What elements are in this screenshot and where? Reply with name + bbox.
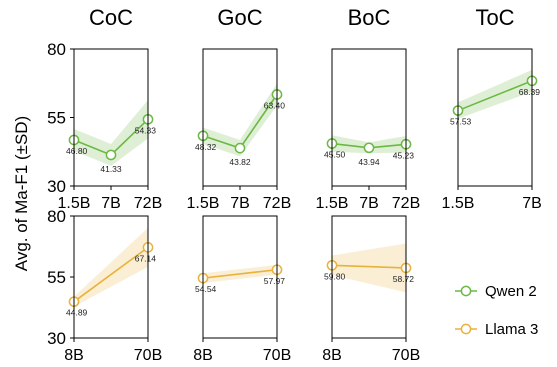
panel-4: 44.89 67.14 30 55 80 8B 70B — [47, 207, 162, 364]
data-label: 43.82 — [229, 157, 251, 167]
panel-title: ToC — [475, 5, 514, 30]
panel-1: GoC 48.32 43.82 63.40 1.5B 7B 72B — [187, 5, 292, 212]
data-point — [363, 142, 375, 154]
sd-band — [74, 100, 148, 166]
x-tick-label: 72B — [392, 195, 420, 212]
x-tick-label: 1.5B — [316, 195, 349, 212]
y-tick-label: 30 — [47, 177, 66, 196]
x-tick-label: 72B — [134, 195, 162, 212]
panel-frame — [457, 48, 533, 187]
y-tick-label: 55 — [47, 109, 66, 128]
data-label: 57.97 — [264, 276, 286, 286]
panel-frame — [202, 215, 278, 339]
data-label: 58.72 — [393, 274, 415, 284]
panel-0: CoC 46.80 41.33 54.33 30 55 80 1.5B 7B 72B — [47, 5, 162, 212]
x-tick-label: 70B — [134, 347, 162, 364]
data-label: 45.50 — [324, 150, 346, 160]
y-tick-label: 55 — [47, 268, 66, 287]
series-line — [457, 80, 533, 112]
x-tick-label: 8B — [193, 347, 213, 364]
data-label: 54.33 — [135, 125, 157, 135]
legend: Qwen 2 Llama 3 — [455, 283, 538, 338]
x-tick-label: 1.5B — [187, 195, 220, 212]
legend-label: Qwen 2 — [485, 283, 537, 300]
x-tick-label: 70B — [263, 347, 291, 364]
series-line — [73, 246, 149, 303]
legend-item: Llama 3 — [455, 321, 538, 338]
series-line — [331, 264, 407, 269]
y-tick-label: 80 — [47, 207, 66, 226]
legend-item: Qwen 2 — [455, 283, 537, 300]
y-axis-label: Avg. of Ma-F1 (±SD) — [12, 116, 31, 271]
panel-title: BoC — [348, 5, 391, 30]
data-point — [105, 149, 117, 161]
x-tick-label: 8B — [64, 347, 84, 364]
x-tick-label: 7B — [230, 195, 250, 212]
data-label: 57.53 — [450, 117, 472, 127]
sd-band — [332, 243, 406, 293]
data-label: 59.80 — [324, 271, 346, 281]
panel-6: 59.80 58.72 8B 70B — [322, 215, 420, 364]
x-tick-label: 1.5B — [58, 195, 91, 212]
x-tick-label: 7B — [522, 195, 542, 212]
y-tick-label: 30 — [47, 329, 66, 348]
data-label: 63.40 — [264, 100, 286, 110]
x-tick-label: 70B — [392, 347, 420, 364]
data-label: 45.23 — [393, 150, 415, 160]
panel-3: ToC 57.53 68.39 1.5B 7B — [442, 5, 542, 212]
panel-title: GoC — [217, 5, 262, 30]
x-tick-label: 1.5B — [442, 195, 475, 212]
legend-marker — [460, 285, 472, 297]
data-label: 68.39 — [519, 87, 541, 97]
data-point — [234, 142, 246, 154]
data-label: 67.14 — [135, 253, 157, 263]
y-tick-label: 80 — [47, 40, 66, 59]
legend-label: Llama 3 — [485, 321, 538, 338]
data-label: 54.54 — [195, 284, 217, 294]
panel-title: CoC — [89, 5, 133, 30]
panel-frame — [331, 215, 407, 339]
sd-band — [203, 83, 277, 157]
x-tick-label: 72B — [263, 195, 291, 212]
x-tick-label: 7B — [101, 195, 121, 212]
sd-band — [458, 69, 532, 119]
x-tick-label: 7B — [359, 195, 379, 212]
series-line — [202, 268, 278, 279]
data-label: 48.32 — [195, 142, 217, 152]
legend-marker — [460, 323, 472, 335]
x-tick-label: 8B — [322, 347, 342, 364]
data-label: 41.33 — [100, 164, 122, 174]
data-label: 43.94 — [358, 157, 380, 167]
data-label: 44.89 — [66, 308, 88, 318]
sd-band — [74, 227, 148, 307]
data-label: 46.80 — [66, 146, 88, 156]
panel-5: 54.54 57.97 8B 70B — [193, 215, 291, 364]
panel-2: BoC 45.50 43.94 45.23 1.5B 7B 72B — [316, 5, 421, 212]
